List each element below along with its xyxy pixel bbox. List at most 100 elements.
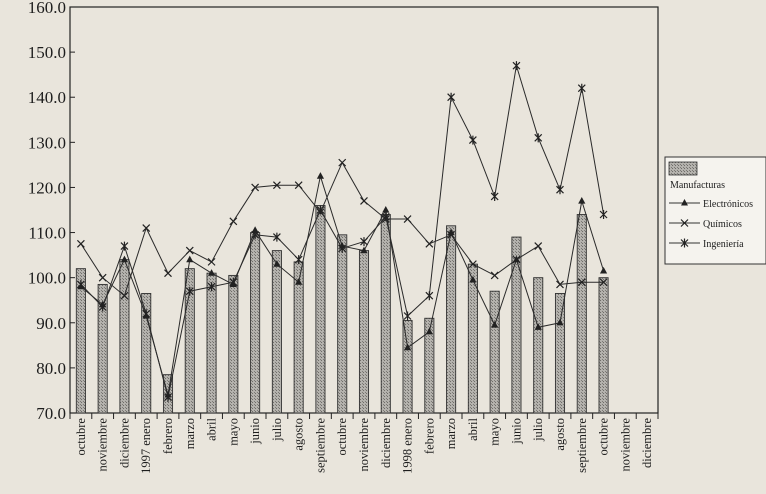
x-category-label: septiembre (575, 418, 589, 473)
x-marker (142, 224, 151, 232)
legend-marker-star (680, 238, 689, 248)
bar (446, 225, 457, 414)
y-axis: 160.0 150.0 140.0 130.0 120.0 110.0 100.0 90.0 8… (28, 0, 75, 423)
series-lines (76, 61, 608, 402)
bar (554, 293, 566, 414)
star-marker (272, 232, 281, 242)
x-category-label: marzo (183, 418, 197, 449)
triangle-marker (403, 343, 412, 351)
star-marker (556, 185, 564, 195)
x-marker (120, 291, 129, 300)
triangle-marker (273, 260, 281, 267)
y-tick-label: 160.0 (28, 0, 66, 17)
star-marker (229, 277, 238, 287)
x-marker (403, 215, 412, 223)
x-marker (229, 217, 238, 226)
triangle-marker (599, 266, 608, 274)
x-category-label: noviembre (96, 418, 110, 472)
y-tick-label: 80.0 (36, 359, 66, 378)
triangle-marker (251, 226, 259, 233)
bar (533, 277, 544, 414)
bar (402, 320, 413, 414)
x-marker (447, 230, 456, 239)
legend-label-electronicos: Electrónicos (703, 199, 753, 210)
bar (119, 259, 130, 414)
bar (337, 234, 348, 414)
x-marker (164, 269, 172, 278)
triangle-marker (295, 278, 303, 285)
legend: Manufacturas Electrónicos Químicos Ingen… (664, 156, 766, 265)
x-marker (338, 158, 347, 167)
star-marker (381, 212, 390, 222)
bar (380, 214, 391, 414)
star-marker (207, 282, 216, 292)
bar (271, 250, 282, 414)
star-marker (447, 92, 456, 102)
triangle-marker (491, 321, 499, 328)
triangle-marker (120, 255, 129, 263)
x-category-label: julio (270, 418, 284, 442)
star-marker (490, 191, 499, 201)
x-marker (272, 181, 281, 190)
y-tick-label: 140.0 (28, 88, 66, 107)
x-category-label: 1997 enero (139, 418, 153, 474)
x-category-label: octubre (335, 418, 349, 456)
y-tick-label: 120.0 (28, 178, 66, 197)
legend-marker-triangle (681, 199, 688, 206)
y-tick-label: 130.0 (28, 133, 66, 152)
legend-label-manufacturas: Manufacturas (670, 180, 725, 191)
x-category-label: septiembre (313, 418, 327, 473)
legend-marker-x (680, 219, 689, 227)
star-marker (338, 243, 347, 253)
x-category-label: julio (531, 418, 545, 442)
x-marker (76, 239, 85, 248)
triangle-marker (186, 255, 194, 263)
x-category-label: abril (466, 417, 480, 440)
x-category-label: marzo (444, 418, 458, 449)
star-marker (403, 311, 412, 321)
x-category-label: diciembre (117, 418, 131, 468)
x-marker (556, 280, 564, 289)
bar (424, 317, 435, 414)
x-marker (425, 239, 434, 248)
star-marker (577, 83, 586, 93)
star-marker (120, 241, 129, 251)
bar (228, 274, 239, 414)
star-marker (468, 135, 477, 145)
x-category-label: 1998 enero (401, 418, 415, 474)
bar (250, 232, 261, 414)
legend-label-ingenieria: Ingeniería (703, 239, 744, 250)
triangle-marker (360, 246, 368, 254)
x-category-label: abril (205, 417, 219, 440)
star-marker (251, 230, 260, 240)
bar (511, 236, 522, 414)
x-marker (360, 197, 368, 205)
star-marker (534, 133, 543, 143)
bar (75, 268, 86, 414)
x-category-label: octubre (74, 418, 88, 456)
legend-bar-swatch (668, 161, 698, 176)
y-tick-label: 90.0 (36, 314, 66, 333)
bar (489, 290, 500, 414)
x-category-label: junio (509, 418, 523, 445)
bar (576, 214, 587, 414)
bar (358, 250, 370, 414)
x-category-label: agosto (292, 418, 306, 451)
bars (75, 205, 609, 414)
x-marker (251, 183, 260, 192)
triangle-marker (207, 269, 216, 276)
star-marker (360, 237, 368, 247)
x-category-label: febrero (161, 418, 175, 454)
x-category-label: febrero (422, 418, 436, 454)
star-marker (425, 291, 434, 301)
x-marker (294, 181, 303, 190)
star-marker (164, 392, 172, 402)
bar (206, 272, 217, 414)
bar (315, 205, 326, 414)
x-marker (468, 260, 477, 269)
triangle-marker (556, 318, 564, 326)
x-category-label: mayo (488, 418, 502, 446)
bar (97, 283, 108, 414)
x-category-label: octubre (597, 418, 611, 456)
